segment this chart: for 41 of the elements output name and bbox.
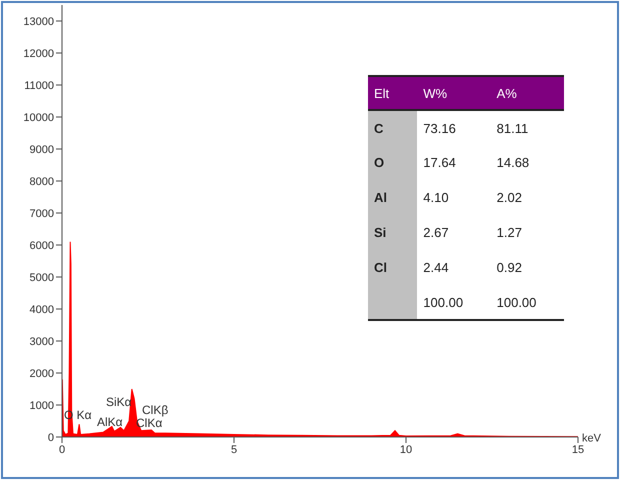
annotation: 100.00 bbox=[490, 285, 564, 320]
x-tick-label: 5 bbox=[230, 444, 238, 456]
annotation: Cl bbox=[368, 250, 418, 285]
annotation: 1.27 bbox=[490, 215, 564, 250]
annotation: 73.16 bbox=[417, 110, 491, 145]
annotation: 2.44 bbox=[417, 250, 491, 285]
annotation: 2.02 bbox=[490, 180, 564, 215]
annotation: AlKα bbox=[97, 415, 123, 429]
x-axis-title: keV bbox=[582, 432, 602, 444]
annotation: 2.67 bbox=[417, 215, 491, 250]
x-tick-label: 10 bbox=[400, 444, 412, 456]
y-tick-label: 10000 bbox=[23, 112, 54, 124]
annotation: ClKβ bbox=[142, 403, 168, 417]
y-tick-label: 12000 bbox=[23, 48, 54, 60]
y-tick-label: 1000 bbox=[30, 400, 54, 412]
annotation: O bbox=[368, 145, 418, 180]
y-tick-label: 13000 bbox=[23, 16, 54, 28]
y-tick-label: 0 bbox=[48, 432, 54, 444]
y-tick-label: 8000 bbox=[30, 176, 54, 188]
annotation: 81.11 bbox=[490, 110, 564, 145]
y-tick-label: 7000 bbox=[30, 208, 54, 220]
annotation: 4.10 bbox=[417, 180, 491, 215]
y-tick-label: 3000 bbox=[30, 336, 54, 348]
annotation: 100.00 bbox=[417, 285, 491, 320]
annotation: 0.92 bbox=[490, 250, 564, 285]
y-tick-label: 9000 bbox=[30, 144, 54, 156]
annotation: Elt bbox=[368, 76, 418, 110]
annotation: W% bbox=[417, 76, 491, 110]
annotation: Si bbox=[368, 215, 418, 250]
annotation: 17.64 bbox=[417, 145, 491, 180]
y-tick-label: 4000 bbox=[30, 304, 54, 316]
y-tick-label: 6000 bbox=[30, 240, 54, 252]
annotation: Al bbox=[368, 180, 418, 215]
x-tick-label: 0 bbox=[58, 444, 66, 456]
annotation: C bbox=[368, 110, 418, 145]
y-tick-label: 11000 bbox=[24, 80, 54, 92]
annotation: 14.68 bbox=[490, 145, 564, 180]
x-tick-label: 15 bbox=[572, 444, 584, 456]
y-tick-label: 2000 bbox=[30, 368, 54, 380]
y-tick-label: 5000 bbox=[30, 272, 54, 284]
annotation: A% bbox=[490, 76, 564, 110]
